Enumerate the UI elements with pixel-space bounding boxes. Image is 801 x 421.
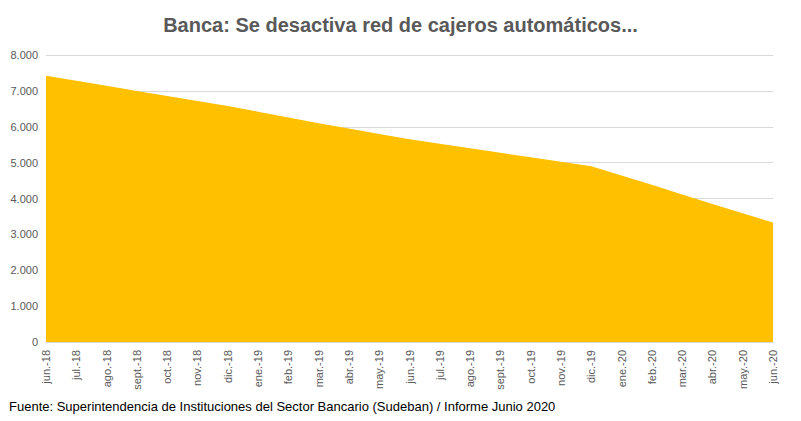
- svg-text:8.000: 8.000: [10, 49, 38, 61]
- svg-text:Banca: Se desactiva red de caj: Banca: Se desactiva red de cajeros autom…: [163, 14, 638, 36]
- svg-text:Fuente: Superintendencia de In: Fuente: Superintendencia de Institucione…: [9, 399, 555, 414]
- svg-text:1.000: 1.000: [10, 300, 38, 312]
- svg-text:sept.-19: sept.-19: [494, 350, 506, 390]
- svg-text:may.-19: may.-19: [373, 350, 385, 389]
- svg-text:oct.-18: oct.-18: [161, 350, 173, 384]
- svg-text:6.000: 6.000: [10, 121, 38, 133]
- svg-text:dic.-19: dic.-19: [585, 350, 597, 383]
- svg-text:2.000: 2.000: [10, 264, 38, 276]
- svg-text:0: 0: [32, 336, 38, 348]
- svg-text:ene.-19: ene.-19: [252, 350, 264, 387]
- svg-text:feb.-19: feb.-19: [282, 350, 294, 384]
- svg-text:ago.-18: ago.-18: [101, 350, 113, 387]
- svg-text:sept.-18: sept.-18: [131, 350, 143, 390]
- svg-text:nov.-18: nov.-18: [191, 350, 203, 386]
- svg-text:dic.-18: dic.-18: [222, 350, 234, 383]
- svg-text:abr.-19: abr.-19: [343, 350, 355, 384]
- svg-text:jun.-20: jun.-20: [767, 350, 779, 385]
- svg-text:nov.-19: nov.-19: [555, 350, 567, 386]
- svg-text:abr.-20: abr.-20: [706, 350, 718, 384]
- svg-text:5.000: 5.000: [10, 157, 38, 169]
- svg-text:mar.-20: mar.-20: [676, 350, 688, 387]
- svg-text:ago.-19: ago.-19: [464, 350, 476, 387]
- svg-text:3.000: 3.000: [10, 228, 38, 240]
- svg-text:4.000: 4.000: [10, 193, 38, 205]
- svg-text:jul.-18: jul.-18: [70, 350, 82, 381]
- svg-text:jun.-18: jun.-18: [40, 350, 52, 385]
- svg-text:oct.-19: oct.-19: [525, 350, 537, 384]
- svg-text:feb.-20: feb.-20: [646, 350, 658, 384]
- svg-text:may.-20: may.-20: [737, 350, 749, 389]
- svg-text:jul.-19: jul.-19: [434, 350, 446, 381]
- svg-text:mar.-19: mar.-19: [313, 350, 325, 387]
- svg-text:7.000: 7.000: [10, 85, 38, 97]
- svg-text:jun.-19: jun.-19: [404, 350, 416, 385]
- svg-text:ene.-20: ene.-20: [616, 350, 628, 387]
